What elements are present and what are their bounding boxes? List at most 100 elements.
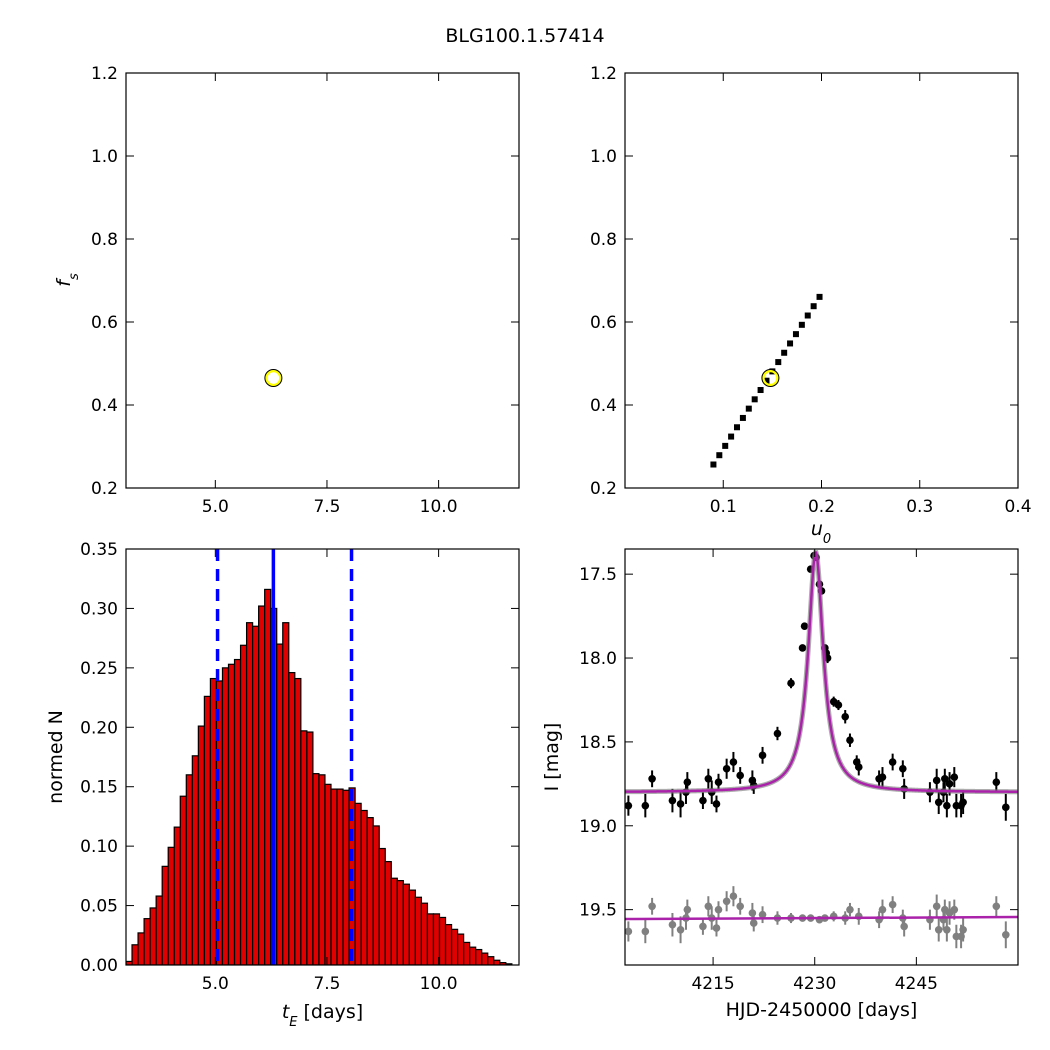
panel-fs-vs-u0: 0.1 0.2 0.3 0.4 0.2 0.4 0.6 0.8 1.0 1.2 u0 bbox=[590, 64, 1032, 547]
data-point bbox=[729, 758, 738, 766]
histogram-bar bbox=[456, 933, 465, 965]
data-point bbox=[834, 701, 843, 709]
histogram-bar bbox=[354, 802, 362, 965]
p1-best-cell bbox=[775, 359, 782, 366]
histogram-bar bbox=[288, 672, 296, 965]
data-point bbox=[941, 775, 949, 783]
histogram-bar bbox=[342, 789, 350, 965]
p1-xlabel-sub: 0 bbox=[823, 532, 831, 547]
histogram-bar bbox=[245, 622, 254, 965]
p0-best-cell bbox=[221, 522, 227, 528]
baseline-point bbox=[668, 920, 677, 929]
p2-frame bbox=[125, 548, 520, 966]
histogram-bar bbox=[197, 725, 205, 965]
histogram-bar bbox=[493, 959, 501, 965]
p1-best-cell bbox=[781, 349, 788, 356]
p1-best-cell bbox=[734, 424, 741, 431]
p0-best-cell bbox=[269, 539, 275, 545]
p0-xtick-label: 7.5 bbox=[313, 497, 340, 517]
data-point bbox=[773, 729, 782, 738]
p0-best-cell bbox=[345, 565, 351, 571]
baseline-point bbox=[900, 922, 908, 931]
p0-frame bbox=[125, 72, 520, 489]
p0-best-cell bbox=[328, 556, 334, 562]
p1-xlabel: u0 bbox=[811, 518, 831, 547]
histogram-bar bbox=[469, 946, 477, 965]
p3-ytick-label: 19.0 bbox=[579, 817, 617, 837]
p1-ytick-label: 0.6 bbox=[590, 313, 617, 333]
histogram-bar bbox=[426, 913, 435, 965]
p1-best-cell bbox=[798, 321, 805, 328]
data-point bbox=[704, 775, 713, 783]
p1-ytick-label: 1.0 bbox=[590, 147, 617, 167]
p0-plot-area bbox=[221, 369, 356, 571]
histogram-bar bbox=[294, 677, 302, 965]
histogram-bar bbox=[203, 695, 212, 965]
p0-best-cell bbox=[291, 547, 297, 553]
p2-xlabel-t: t bbox=[282, 1001, 291, 1023]
histogram-bar bbox=[239, 644, 248, 965]
p1-best-cell bbox=[763, 377, 770, 384]
histogram-bar bbox=[378, 847, 386, 965]
data-point bbox=[758, 751, 767, 760]
baseline-point bbox=[878, 905, 887, 914]
p2-xlabel-unit: [days] bbox=[304, 1001, 364, 1023]
p0-ytick-label: 0.2 bbox=[91, 479, 118, 499]
histogram-bar bbox=[318, 774, 326, 965]
p0-best-cell bbox=[318, 549, 324, 555]
p0-xtick-label: 5.0 bbox=[202, 497, 229, 517]
p0-best-cell bbox=[334, 561, 340, 567]
p2-ytick-label: 0.25 bbox=[80, 659, 118, 679]
baseline-point bbox=[699, 922, 707, 931]
p3-xlabel: HJD-2450000 [days] bbox=[726, 999, 918, 1021]
histogram-bar bbox=[191, 755, 199, 965]
p0-best-fit-marker bbox=[265, 369, 282, 387]
histogram-bar bbox=[396, 880, 404, 965]
histogram-bar bbox=[185, 774, 193, 965]
histogram-bar bbox=[360, 809, 368, 965]
p0-best-cell bbox=[232, 521, 238, 527]
histogram-bar bbox=[227, 663, 236, 965]
panel-light-curve: 4215 4230 4245 17.5 18.0 18.5 19.0 19.5 I [mag] H… bbox=[541, 548, 1019, 1021]
histogram-bar bbox=[282, 622, 290, 965]
histogram-bar bbox=[149, 907, 157, 965]
p1-xtick-label: 0.3 bbox=[906, 497, 933, 517]
histogram-bar bbox=[414, 896, 423, 965]
baseline-point bbox=[846, 905, 854, 914]
histogram-bar bbox=[324, 783, 332, 965]
data-point bbox=[878, 773, 887, 781]
baseline-point bbox=[648, 902, 656, 911]
baseline-point bbox=[932, 902, 941, 911]
data-point bbox=[625, 801, 633, 810]
histogram-bar bbox=[312, 773, 320, 965]
p3-xtick-label: 4230 bbox=[793, 974, 836, 994]
p1-best-cell bbox=[745, 405, 752, 412]
p0-ytick-label: 1.2 bbox=[91, 64, 118, 84]
p1-best-fit-marker bbox=[762, 369, 779, 387]
histogram-bar bbox=[137, 932, 145, 965]
histogram-bar bbox=[173, 826, 181, 965]
p0-best-cell bbox=[243, 524, 249, 530]
p0-ylabel-base: f bbox=[53, 277, 75, 287]
data-point bbox=[943, 801, 951, 810]
p0-best-cell bbox=[227, 522, 233, 528]
p0-best-cell bbox=[350, 562, 356, 568]
baseline-point bbox=[712, 924, 721, 932]
data-point bbox=[945, 780, 954, 788]
histogram-bar bbox=[408, 889, 416, 965]
p0-best-cell bbox=[264, 541, 270, 547]
data-point bbox=[736, 771, 744, 780]
data-point bbox=[800, 622, 809, 630]
p1-best-cell bbox=[751, 396, 758, 403]
histogram-bar bbox=[438, 916, 447, 965]
p2-ytick-label: 0.10 bbox=[80, 837, 118, 857]
p0-ytick-label: 1.0 bbox=[91, 147, 118, 167]
p0-best-cell bbox=[237, 521, 243, 527]
data-point bbox=[699, 796, 707, 805]
p0-best-cell bbox=[280, 538, 286, 544]
p3-ytick-label: 19.5 bbox=[579, 901, 617, 921]
histogram-bar bbox=[161, 865, 169, 965]
data-point bbox=[992, 778, 1001, 786]
data-point bbox=[798, 644, 807, 652]
